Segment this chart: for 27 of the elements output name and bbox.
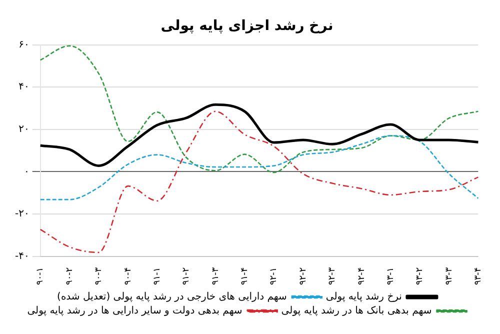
y-tick-label: -۴۰ [14,250,30,262]
x-tick-label: ۹۰-۳ [94,267,104,285]
chart-title: نرخ رشد اجزای پایه پولی [160,18,334,34]
y-tick-label: -۲۰ [14,208,30,220]
x-tick-label: ۹۳-۴ [474,267,484,285]
legend-label: نرخ رشد پایه پولی [326,292,402,303]
x-tick-label: ۹۲-۱ [269,267,280,285]
x-tick-label: ۹۲-۲ [298,267,308,285]
x-tick-label: ۹۳-۱ [386,267,396,285]
x-tick-label: ۹۲-۳ [328,267,338,285]
x-tick-label: ۹۰-۲ [64,267,75,285]
y-tick-label: ۰ [24,166,30,178]
legend-label: سهم بدهی دولت و سایر دارایی ها در رشد پایه پولی [27,306,242,317]
y-tick-label: ۶۰ [18,39,30,50]
x-tick-label: ۹۱-۴ [240,267,250,285]
legend-label: سهم بدهی بانک ها در رشد پایه پولی [281,306,432,317]
y-tick-label: ۲۰ [18,124,30,135]
x-tick-label: ۹۱-۱ [152,267,162,285]
x-tick-label: ۹۳-۲ [415,267,426,285]
x-tick-label: ۹۱-۳ [210,267,221,285]
legend-label: سهم دارایی های خارجی در رشد پایه پولی (تعدیل شده) [57,292,287,303]
x-tick-label: ۹۱-۲ [182,267,192,285]
y-tick-label: ۴۰ [18,82,30,93]
x-tick-label: ۹۲-۴ [356,267,367,285]
x-tick-label: ۹۰-۴ [123,267,134,285]
x-tick-label: ۹۰-۱ [36,267,46,285]
x-tick-label: ۹۳-۳ [444,267,454,285]
